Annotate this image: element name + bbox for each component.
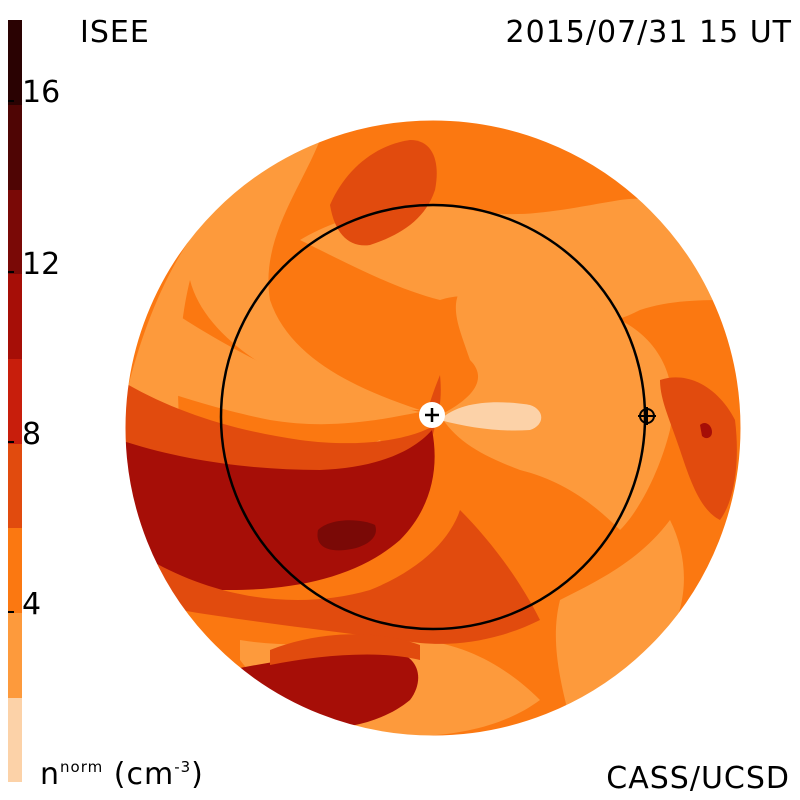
color-scale-segment-3 [8, 443, 22, 529]
color-scale-segment-5 [8, 274, 22, 360]
unit-close: ) [191, 757, 204, 792]
contour-band-mid-s2 [270, 634, 420, 665]
contour-peak-sw [317, 520, 376, 551]
density-contours [125, 120, 741, 736]
color-scale-segment-2 [8, 528, 22, 614]
contour-lowest-density [440, 402, 542, 431]
color-scale-bar [8, 20, 22, 783]
contour-band-mid-e [660, 377, 737, 520]
disk-edge [124, 119, 742, 737]
datetime-title: 2015/07/31 15 UT [505, 15, 792, 50]
org-title: ISEE [80, 15, 150, 50]
contour-band-dark-sw [125, 430, 435, 590]
unit-base: n [40, 757, 61, 792]
contour-band-light-se [555, 520, 684, 720]
tick-label-4: 4 [22, 587, 42, 622]
tick-label-8: 8 [22, 417, 42, 452]
contour-band-mid-s [150, 510, 540, 644]
color-scale-segment-4 [8, 358, 22, 444]
unit-superscript: norm [60, 758, 104, 776]
unit-paren: (cm [113, 757, 175, 792]
unit-exponent: -3 [174, 758, 192, 776]
tick-mark-8 [8, 441, 14, 443]
tick-mark-16 [8, 100, 14, 102]
color-scale-segment-1 [8, 612, 22, 698]
color-scale-segment-0 [8, 697, 22, 783]
contour-band-light-ne [300, 198, 735, 327]
color-scale-segment-6 [8, 189, 22, 275]
color-scale-segment-7 [8, 104, 22, 190]
tick-mark-12 [8, 271, 14, 273]
tick-label-12: 12 [22, 247, 61, 282]
color-scale-segment-8 [8, 20, 22, 106]
earth-crosshair-icon [638, 407, 656, 425]
tick-mark-4 [8, 611, 14, 613]
contour-band-light-e [440, 287, 673, 530]
sun-plus-icon [419, 402, 445, 428]
tick-label-16: 16 [22, 75, 61, 110]
credit-label: CASS/UCSD [606, 761, 790, 796]
contour-peak-e [700, 422, 712, 439]
unit-label: nnorm (cm-3) [40, 760, 204, 790]
